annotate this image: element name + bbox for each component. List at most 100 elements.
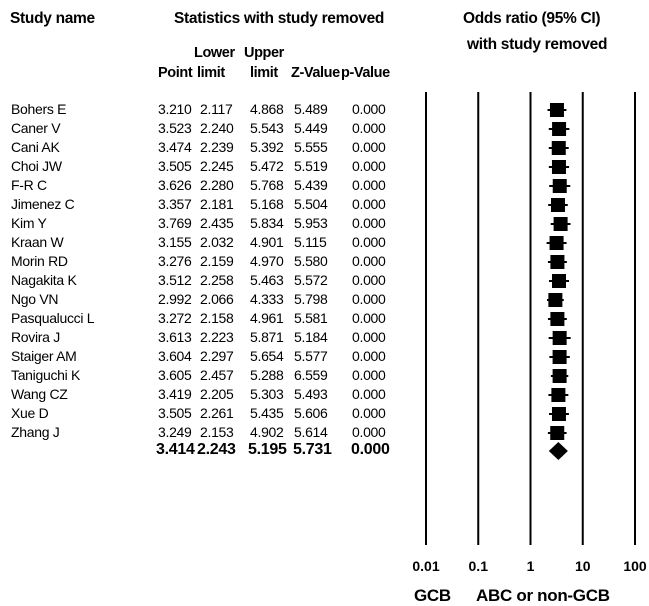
lower-limit-cell: 2.457 — [200, 367, 234, 383]
p-value-cell: 0.000 — [352, 310, 386, 326]
col-upper-top: Upper — [244, 45, 284, 61]
summary-diamond — [548, 442, 568, 460]
lower-limit-cell: 2.205 — [200, 386, 234, 402]
point-marker — [550, 198, 565, 212]
upper-limit-cell: 5.303 — [250, 386, 284, 402]
study-name-cell: Kim Y — [11, 215, 47, 231]
summary-lower-cell: 2.243 — [197, 441, 236, 458]
point-cell: 3.249 — [158, 424, 192, 440]
z-value-cell: 5.953 — [294, 215, 328, 231]
x-tick-label: 1 — [526, 558, 535, 574]
point-marker — [553, 217, 568, 231]
p-value-cell: 0.000 — [352, 101, 386, 117]
study-name-cell: F-R C — [11, 177, 47, 193]
point-cell: 3.474 — [158, 139, 192, 155]
z-value-cell: 6.559 — [294, 367, 328, 383]
z-value-cell: 5.572 — [294, 272, 328, 288]
point-cell: 3.210 — [158, 101, 192, 117]
point-cell: 3.419 — [158, 386, 192, 402]
p-value-cell: 0.000 — [352, 405, 386, 421]
upper-limit-cell: 5.834 — [250, 215, 284, 231]
lower-limit-cell: 2.261 — [200, 405, 234, 421]
x-tick-label: 0.01 — [412, 558, 440, 574]
lower-limit-cell: 2.066 — [200, 291, 234, 307]
p-value-cell: 0.000 — [352, 367, 386, 383]
x-tick-label: 10 — [574, 558, 591, 574]
p-value-cell: 0.000 — [352, 386, 386, 402]
upper-limit-cell: 4.902 — [250, 424, 284, 440]
summary-upper-cell: 5.195 — [248, 441, 287, 458]
point-marker — [549, 236, 564, 250]
z-value-cell: 5.439 — [294, 177, 328, 193]
upper-limit-cell: 4.961 — [250, 310, 284, 326]
lower-limit-cell: 2.158 — [200, 310, 234, 326]
p-value-cell: 0.000 — [352, 158, 386, 174]
col-p-header: p-Value — [341, 65, 390, 81]
z-value-cell: 5.577 — [294, 348, 328, 364]
point-cell: 3.357 — [158, 196, 192, 212]
point-marker — [551, 141, 566, 155]
upper-limit-cell: 5.168 — [250, 196, 284, 212]
z-value-cell: 5.504 — [294, 196, 328, 212]
lower-limit-cell: 2.435 — [200, 215, 234, 231]
abc-label: ABC or non-GCB — [476, 586, 610, 605]
point-marker — [551, 388, 566, 402]
p-value-cell: 0.000 — [352, 329, 386, 345]
study-name-cell: Cani AK — [11, 139, 60, 155]
z-value-cell: 5.115 — [294, 234, 327, 250]
x-tick-label: 100 — [623, 558, 647, 574]
odds-ratio-header-line1: Odds ratio (95% CI) — [463, 10, 601, 27]
point-cell: 3.272 — [158, 310, 192, 326]
z-value-cell: 5.489 — [294, 101, 328, 117]
summary-point-cell: 3.414 — [156, 441, 195, 458]
point-cell: 3.605 — [158, 367, 192, 383]
z-value-cell: 5.614 — [294, 424, 328, 440]
upper-limit-cell: 5.472 — [250, 158, 284, 174]
upper-limit-cell: 5.654 — [250, 348, 284, 364]
study-name-cell: Zhang J — [11, 424, 60, 440]
lower-limit-cell: 2.223 — [200, 329, 234, 345]
p-value-cell: 0.000 — [352, 253, 386, 269]
point-marker — [551, 160, 566, 174]
point-marker — [552, 179, 567, 193]
col-point-header: Point — [158, 65, 193, 81]
point-cell: 3.155 — [158, 234, 192, 250]
lower-limit-cell: 2.245 — [200, 158, 234, 174]
p-value-cell: 0.000 — [352, 215, 386, 231]
statistics-header: Statistics with study removed — [174, 10, 385, 27]
p-value-cell: 0.000 — [352, 177, 386, 193]
p-value-cell: 0.000 — [352, 196, 386, 212]
point-cell: 3.512 — [158, 272, 192, 288]
lower-limit-cell: 2.181 — [200, 196, 234, 212]
point-marker — [550, 312, 565, 326]
study-name-cell: Jimenez C — [11, 196, 75, 212]
point-marker — [550, 426, 565, 440]
study-name-cell: Nagakita K — [11, 272, 77, 288]
summary-p-cell: 0.000 — [351, 441, 390, 458]
upper-limit-cell: 4.970 — [250, 253, 284, 269]
point-marker — [552, 369, 567, 383]
col-z-header: Z-Value — [291, 65, 340, 81]
study-name-cell: Morin RD — [11, 253, 68, 269]
point-cell: 3.604 — [158, 348, 192, 364]
point-cell: 3.276 — [158, 253, 192, 269]
lower-limit-cell: 2.117 — [200, 101, 233, 117]
lower-limit-cell: 2.153 — [200, 424, 234, 440]
study-name-cell: Bohers E — [11, 101, 67, 117]
z-value-cell: 5.580 — [294, 253, 328, 269]
lower-limit-cell: 2.240 — [200, 120, 234, 136]
study-name-cell: Staiger AM — [11, 348, 77, 364]
z-value-cell: 5.606 — [294, 405, 328, 421]
point-cell: 3.613 — [158, 329, 192, 345]
point-marker — [551, 407, 566, 421]
upper-limit-cell: 4.868 — [250, 101, 284, 117]
col-upper-header: limit — [250, 65, 278, 81]
point-marker — [552, 331, 567, 345]
point-cell: 3.505 — [158, 405, 192, 421]
lower-limit-cell: 2.297 — [200, 348, 234, 364]
upper-limit-cell: 5.463 — [250, 272, 284, 288]
lower-limit-cell: 2.280 — [200, 177, 234, 193]
upper-limit-cell: 5.543 — [250, 120, 284, 136]
study-name-cell: Taniguchi K — [11, 367, 81, 383]
